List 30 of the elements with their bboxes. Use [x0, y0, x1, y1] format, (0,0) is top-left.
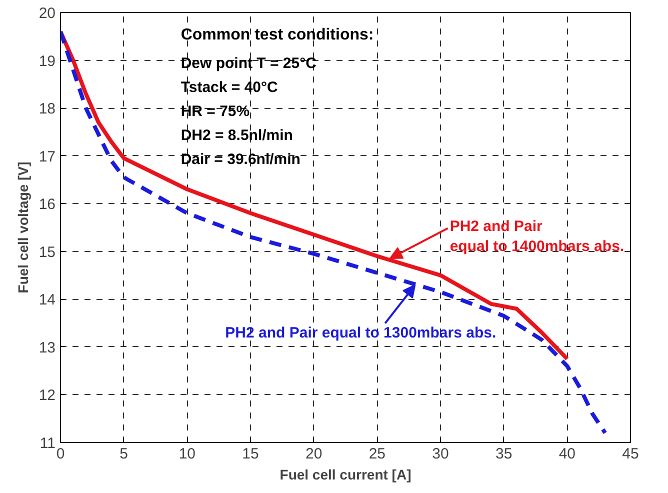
y-tick-label: 15: [38, 244, 56, 261]
annotation: PH2 and Pair equal to 1400mbars abs.: [450, 218, 624, 256]
x-tick-label: 30: [432, 446, 449, 462]
annotation: DH2 = 8.5nl/min: [180, 126, 293, 144]
annotation: Dew point T = 25°C: [180, 55, 317, 72]
x-tick-label: 45: [622, 446, 639, 462]
y-tick-label: 16: [38, 196, 56, 214]
y-tick-label: 14: [38, 292, 56, 309]
y-tick-label: 17: [38, 148, 56, 166]
annotation: HR = 75%: [180, 103, 250, 120]
annotation: Tstack = 40°C: [180, 79, 278, 96]
x-tick-label: 0: [56, 446, 65, 462]
y-tick-label: 18: [38, 100, 56, 118]
y-tick-label: 20: [38, 5, 56, 22]
x-tick-label: 15: [242, 446, 259, 462]
annotation: PH2 and Pair equal to 1300mbars abs.: [225, 324, 496, 342]
x-tick-label: 25: [368, 446, 386, 462]
annotation: Common test conditions:: [180, 26, 374, 44]
x-tick-label: 40: [558, 446, 576, 462]
y-tick-label: 13: [38, 339, 56, 356]
annotation: Dair = 39.6nl/min: [180, 150, 300, 168]
x-tick-label: 10: [178, 446, 196, 462]
y-axis-title: Fuel cell voltage [V]: [14, 162, 31, 294]
x-tick-label: 20: [305, 446, 322, 462]
y-tick-label: 19: [38, 52, 56, 70]
x-tick-label: 35: [495, 446, 512, 462]
x-tick-label: 5: [120, 446, 128, 462]
y-tick-label: 12: [38, 387, 56, 404]
y-tick-label: 11: [40, 435, 56, 452]
x-axis-title: Fuel cell current [A]: [280, 466, 412, 482]
